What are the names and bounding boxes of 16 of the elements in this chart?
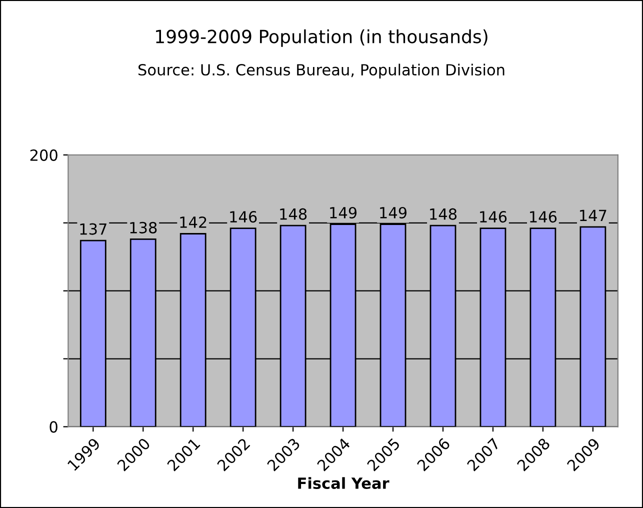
data-label: 146 [480,211,507,223]
data-label: 149 [330,206,357,219]
data-label: 138 [130,222,157,234]
chart-subtitle: Source: U.S. Census Bureau, Population Division [138,64,504,79]
data-label: 142 [180,216,206,228]
data-label: 147 [580,210,606,222]
data-label: 137 [80,223,106,235]
x-axis-title: Fiscal Year [298,477,390,489]
y-tick-label: 0 [50,421,58,433]
data-label: 148 [280,208,307,220]
y-tick-label: 200 [30,149,58,161]
data-label: 146 [230,211,257,223]
data-label: 149 [380,206,407,219]
data-label: 146 [530,211,557,223]
chart-title: 1999-2009 Population (in thousands) [156,29,488,47]
data-label: 148 [430,208,457,220]
